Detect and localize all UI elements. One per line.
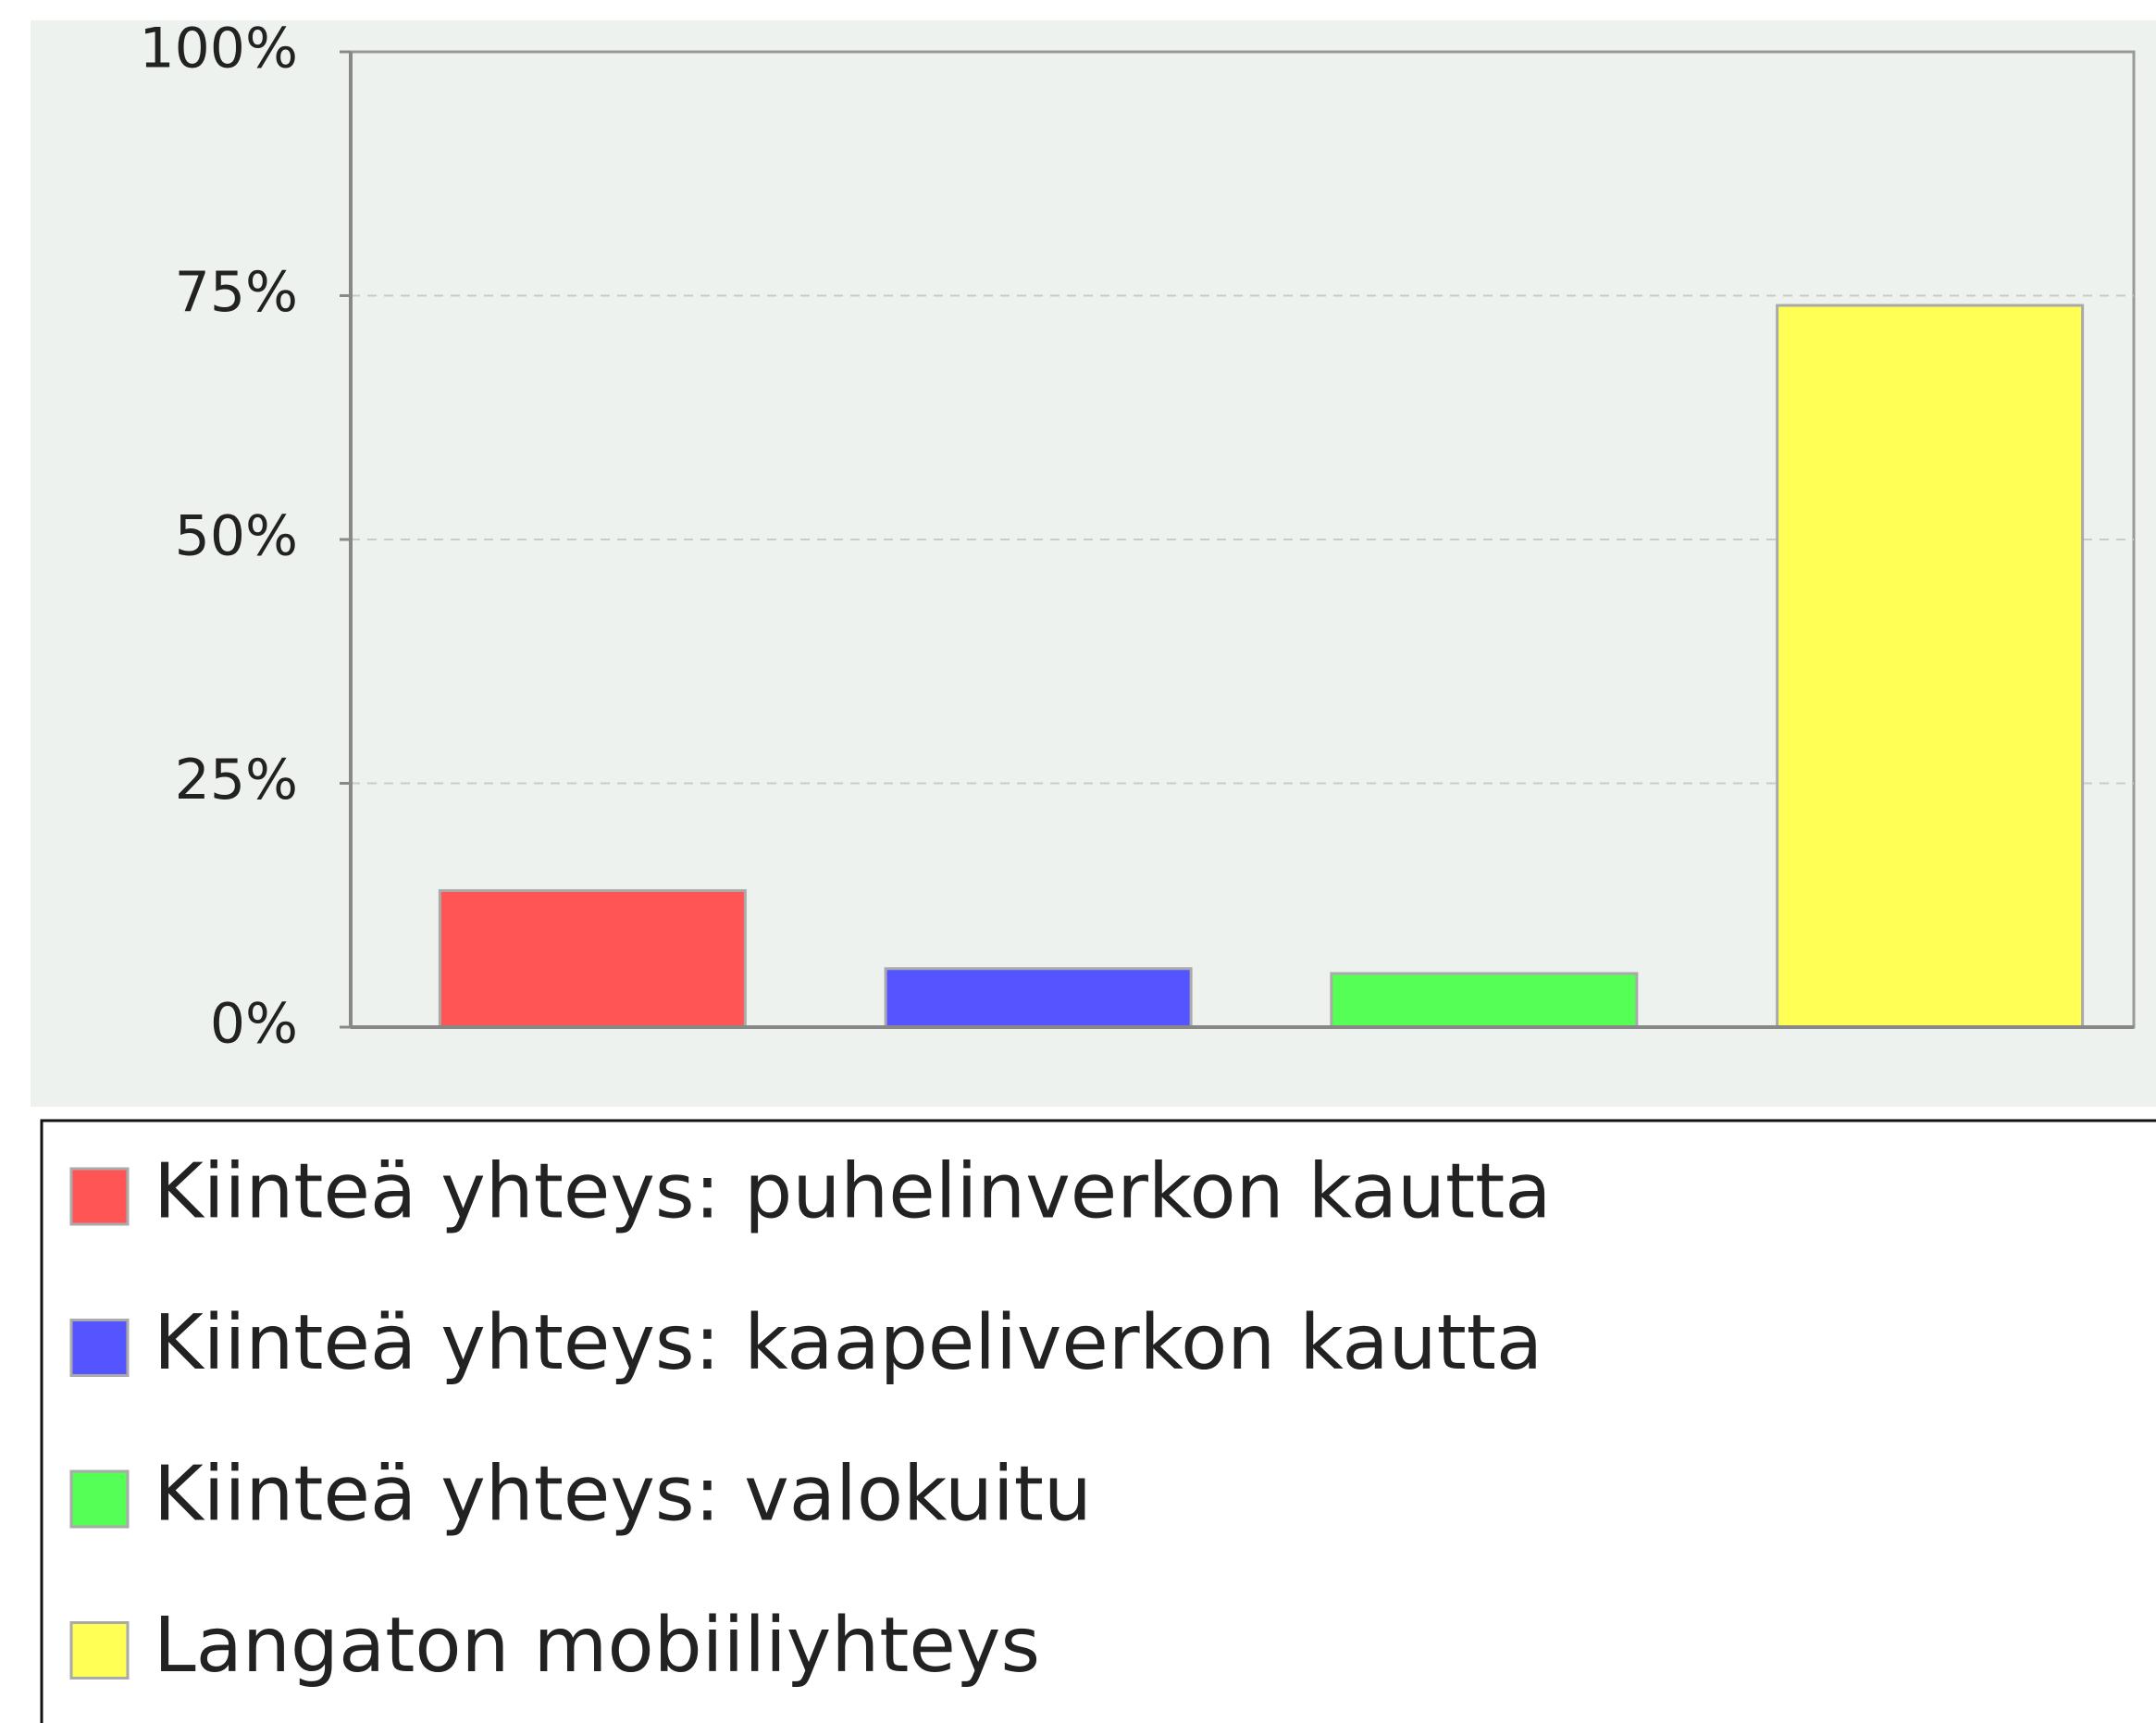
bar xyxy=(1776,304,2085,1029)
y-tick-label: 75% xyxy=(175,260,298,325)
bar xyxy=(1330,972,1639,1029)
bar xyxy=(438,888,747,1029)
y-tick-label: 25% xyxy=(175,748,298,812)
legend-box xyxy=(40,1119,2156,1723)
legend-label: Langaton mobiiliyhteys xyxy=(154,1602,1040,1690)
legend-swatch xyxy=(69,1469,130,1529)
legend-label: Kiinteä yhteys: kaapeliverkon kautta xyxy=(154,1299,1543,1387)
y-tick-label: 50% xyxy=(175,504,298,569)
legend-swatch xyxy=(69,1167,130,1226)
y-tick-label: 0% xyxy=(210,992,298,1057)
legend-swatch xyxy=(69,1319,130,1377)
y-tick-label: 100% xyxy=(139,17,298,81)
legend-swatch xyxy=(69,1621,130,1680)
legend-label: Kiinteä yhteys: valokuitu xyxy=(154,1450,1092,1538)
legend-label: Kiinteä yhteys: puhelinverkon kautta xyxy=(154,1147,1552,1235)
bar xyxy=(884,967,1193,1029)
